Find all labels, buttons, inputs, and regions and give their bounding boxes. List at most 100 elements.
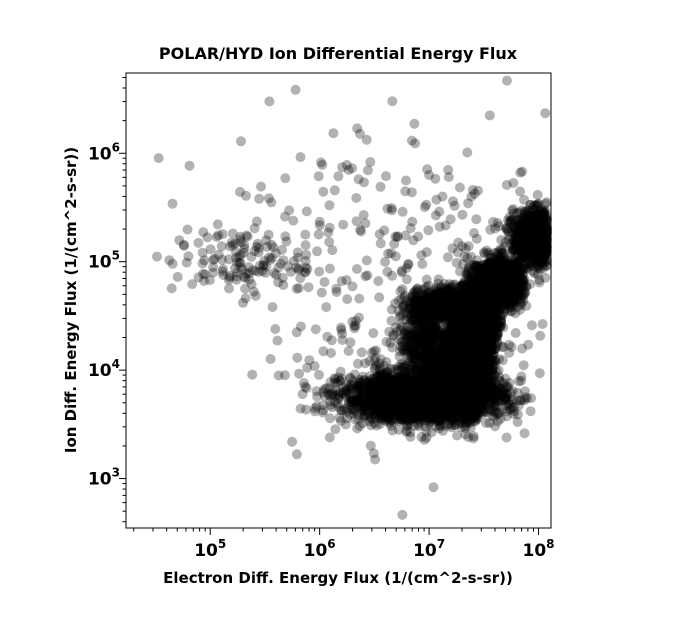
- data-point: [538, 215, 549, 226]
- data-point: [529, 252, 540, 262]
- data-point: [527, 243, 538, 254]
- data-point: [528, 231, 539, 242]
- data-point: [524, 225, 535, 236]
- data-point: [525, 247, 535, 258]
- data-point: [529, 227, 540, 238]
- data-point: [510, 238, 521, 249]
- data-point: [529, 215, 539, 225]
- data-point: [527, 234, 538, 245]
- data-point: [535, 237, 546, 248]
- data-point: [540, 245, 550, 256]
- data-point: [514, 207, 525, 218]
- data-point: [532, 230, 543, 241]
- data-point: [515, 246, 526, 257]
- data-point: [537, 235, 547, 246]
- data-point: [541, 246, 552, 256]
- data-point: [541, 239, 551, 250]
- data-point: [508, 244, 519, 255]
- data-point: [524, 233, 535, 244]
- data-point: [532, 220, 543, 231]
- data-point: [530, 215, 540, 226]
- data-point: [535, 239, 546, 250]
- data-point: [522, 249, 533, 260]
- data-point: [522, 239, 533, 250]
- data-point: [534, 233, 545, 244]
- data-point: [541, 224, 552, 235]
- data-point: [530, 240, 541, 250]
- data-point: [529, 226, 540, 237]
- data-point: [506, 255, 517, 266]
- data-point: [532, 246, 543, 257]
- data-point: [525, 234, 536, 245]
- data-point: [529, 230, 540, 241]
- data-point: [522, 229, 533, 240]
- data-point: [541, 240, 552, 251]
- data-point: [512, 237, 523, 248]
- data-point: [524, 234, 535, 245]
- data-point: [541, 228, 552, 238]
- data-point: [521, 240, 532, 251]
- data-point: [529, 231, 540, 242]
- data-point: [513, 220, 524, 231]
- data-point: [522, 230, 533, 241]
- data-point: [522, 243, 533, 254]
- data-point: [518, 245, 528, 256]
- data-point: [528, 243, 539, 254]
- data-point: [512, 214, 523, 225]
- data-point: [507, 244, 518, 255]
- data-point: [528, 202, 539, 213]
- data-point: [538, 241, 549, 252]
- data-point: [513, 250, 524, 261]
- data-point: [531, 233, 541, 244]
- data-point: [528, 200, 539, 211]
- data-point: [540, 223, 551, 234]
- data-point: [540, 233, 550, 244]
- data-point: [532, 215, 543, 226]
- data-point: [531, 226, 542, 237]
- data-point: [537, 237, 548, 248]
- data-point: [533, 253, 544, 264]
- data-point: [531, 217, 542, 228]
- data-point: [528, 219, 539, 230]
- data-point: [528, 245, 539, 256]
- data-point: [534, 277, 545, 288]
- data-point: [541, 197, 552, 208]
- data-point: [531, 232, 542, 242]
- data-point: [524, 258, 535, 269]
- data-point: [514, 228, 525, 239]
- data-point: [536, 233, 547, 244]
- data-point: [513, 228, 524, 239]
- data-point: [534, 232, 545, 243]
- data-point: [535, 234, 546, 244]
- data-point: [513, 231, 524, 242]
- data-point: [538, 232, 549, 243]
- data-point: [534, 237, 545, 247]
- data-point: [526, 247, 537, 258]
- data-point: [538, 224, 549, 235]
- data-point: [522, 244, 533, 255]
- data-point: [537, 247, 548, 258]
- data-point: [516, 263, 527, 274]
- data-point: [531, 233, 542, 244]
- data-point: [526, 229, 537, 240]
- data-point: [527, 220, 538, 231]
- data-point: [538, 244, 549, 255]
- data-point: [532, 233, 543, 244]
- data-point: [541, 235, 552, 246]
- data-point: [529, 215, 539, 226]
- data-point: [517, 249, 528, 260]
- data-point: [536, 237, 547, 248]
- data-point: [522, 206, 533, 217]
- data-point: [536, 224, 547, 235]
- data-point: [531, 229, 542, 240]
- data-point: [527, 213, 538, 224]
- data-point: [540, 243, 551, 254]
- data-point: [518, 212, 529, 223]
- data-point: [523, 245, 534, 255]
- data-point: [513, 242, 523, 253]
- data-point: [535, 228, 546, 239]
- data-point: [528, 231, 538, 242]
- data-point: [519, 219, 530, 229]
- data-point: [523, 227, 534, 238]
- data-point: [517, 240, 528, 251]
